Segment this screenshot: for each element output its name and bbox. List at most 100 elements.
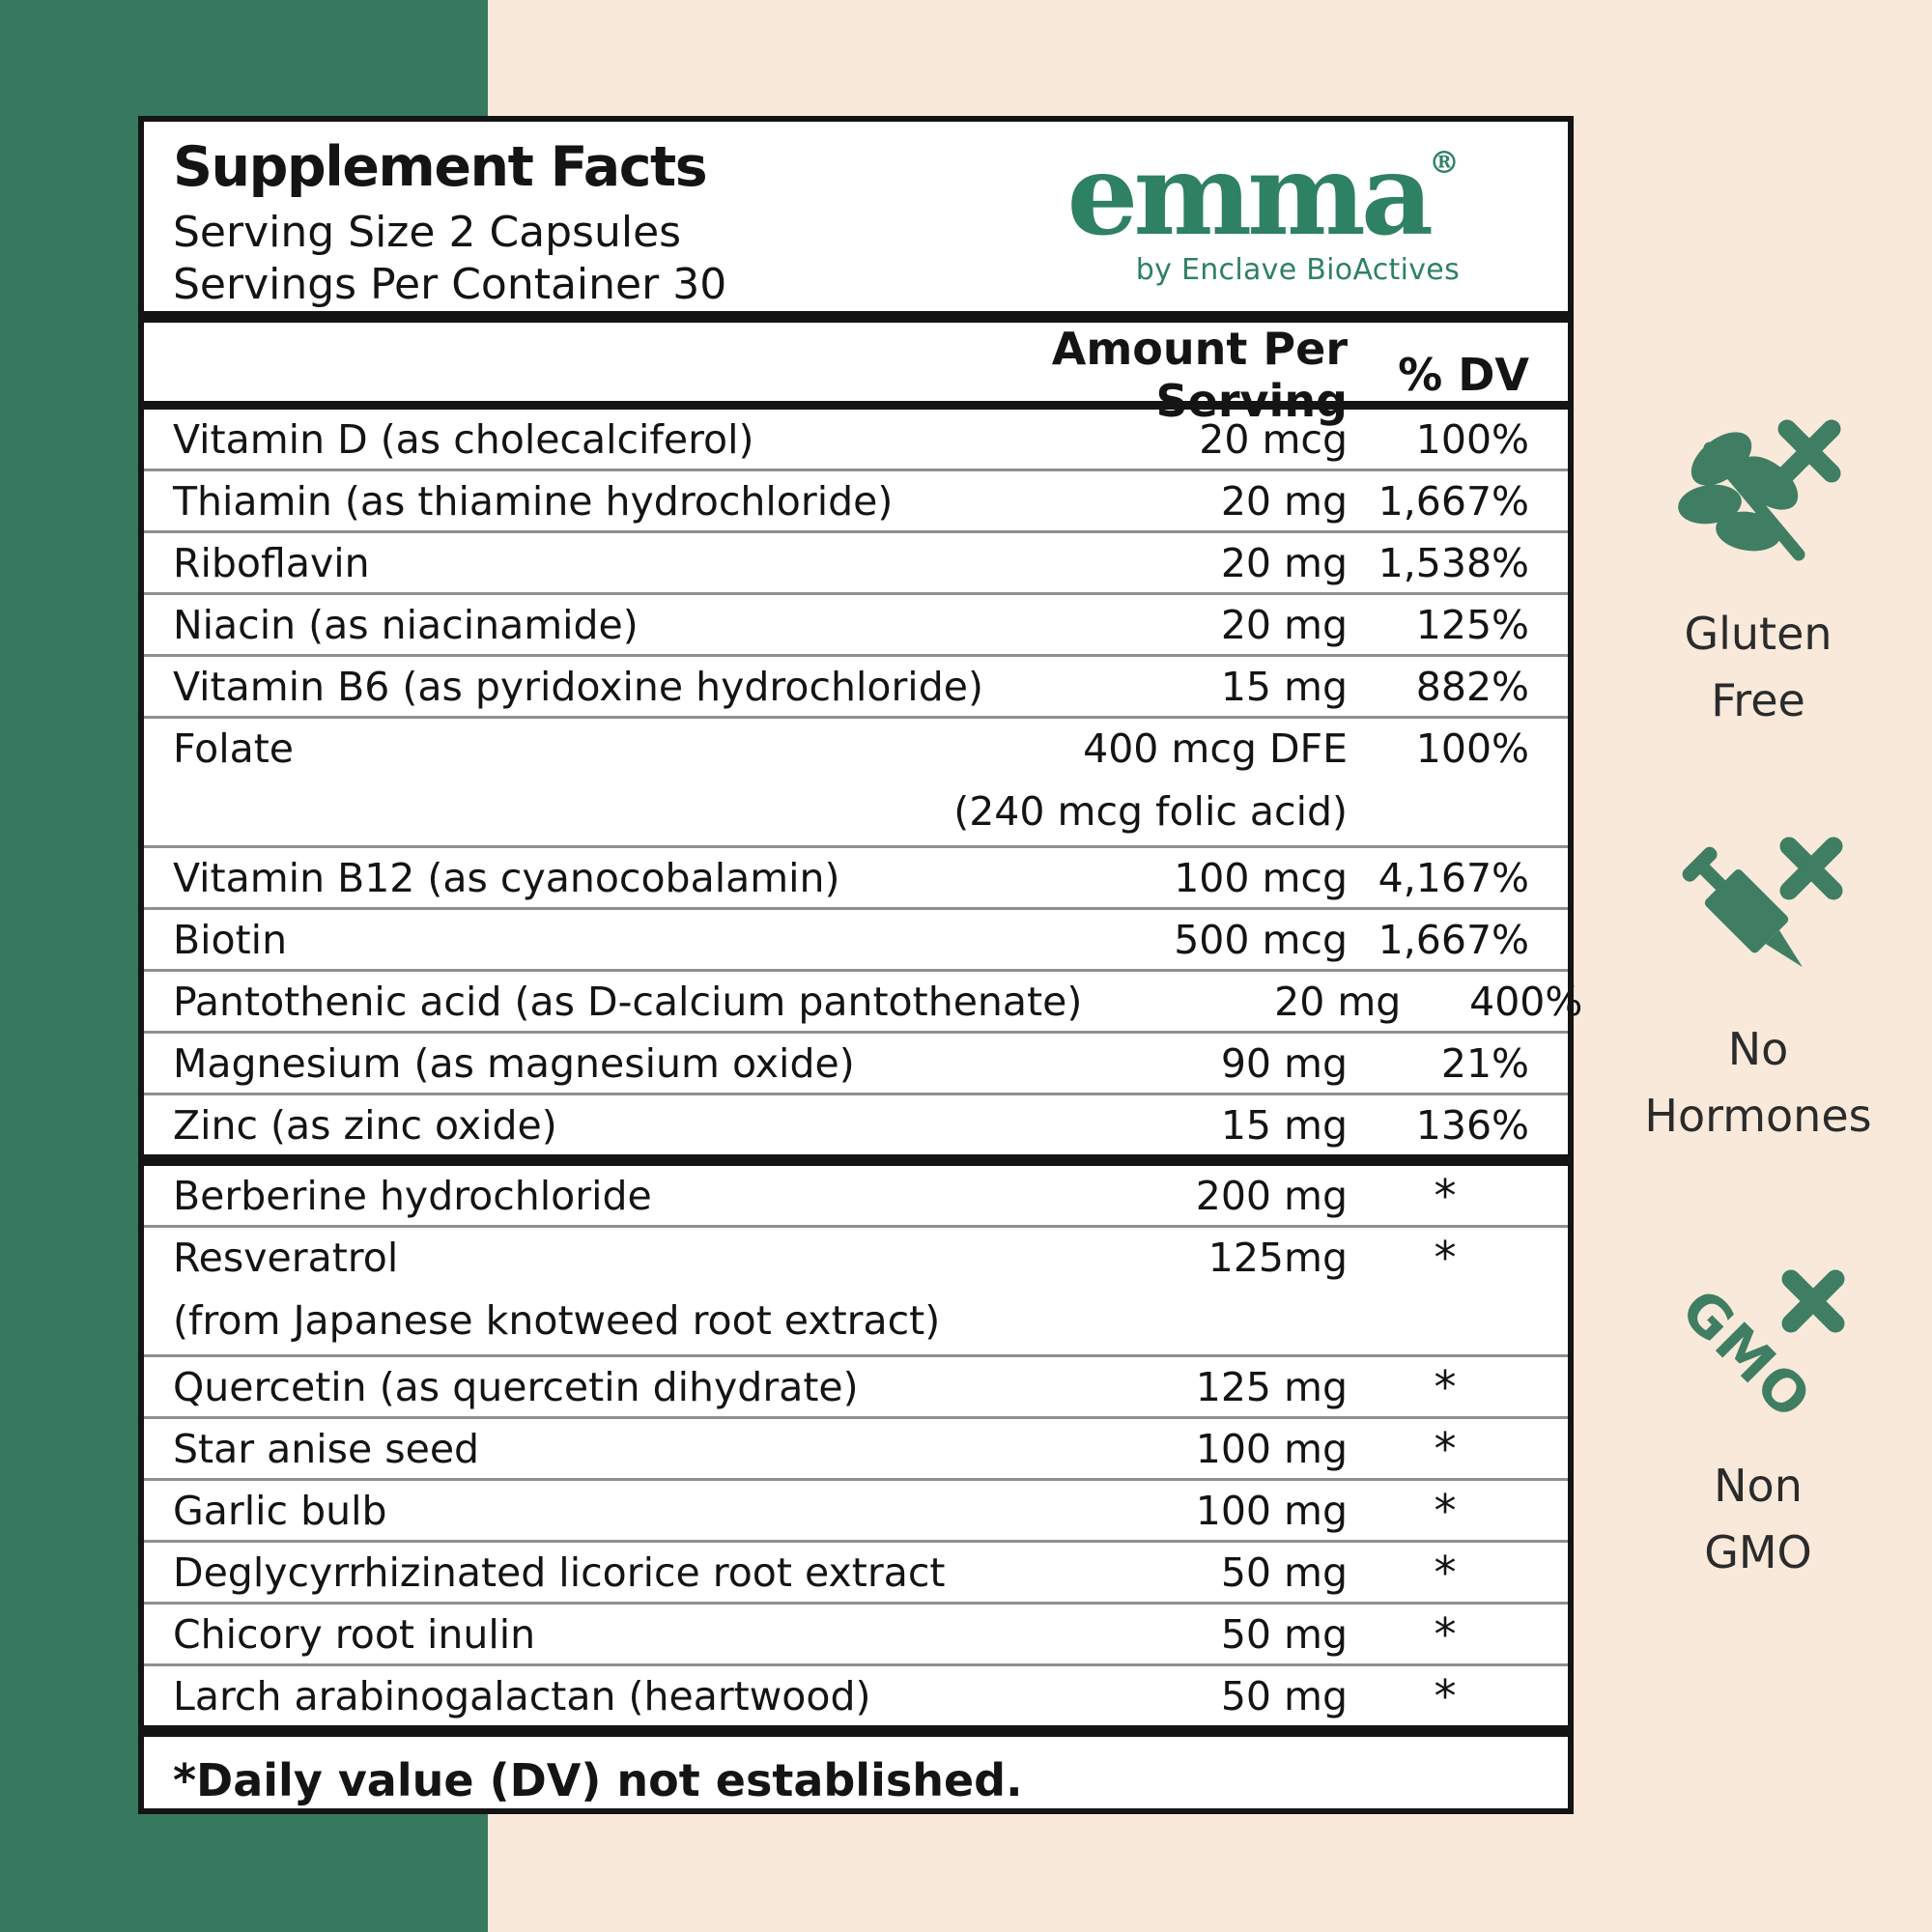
section-divider-rule: [144, 1154, 1568, 1166]
ingredient-amount: 20 mcg: [1199, 415, 1348, 463]
gluten-free-label: Gluten Free: [1684, 608, 1833, 726]
row-separator: [144, 1354, 1568, 1357]
ingredient-amount: 100 mcg: [1174, 854, 1348, 901]
ingredient-amount: 500 mcg: [1174, 916, 1348, 963]
table-row: Larch arabinogalactan (heartwood) 50 mg *: [144, 1666, 1568, 1725]
table-row: Chicory root inulin 50 mg *: [144, 1605, 1568, 1663]
botanicals-section: Berberine hydrochloride 200 mg * Resveratro…: [144, 1166, 1568, 1725]
ingredient-name: Vitamin B6 (as pyridoxine hydrochloride): [173, 663, 983, 710]
ingredient-name: Larch arabinogalactan (heartwood): [173, 1672, 871, 1719]
ingredient-amount: 20 mg: [1220, 539, 1348, 586]
ingredient-amount: 100 mg: [1195, 1487, 1348, 1534]
table-row: Vitamin B12 (as cyanocobalamin) 100 mcg 4,…: [144, 848, 1568, 907]
ingredient-name: Star anise seed: [173, 1425, 480, 1472]
gluten-free-icon: [1678, 419, 1841, 561]
ingredient-name: Biotin: [173, 916, 288, 963]
x-icon: [1777, 419, 1841, 483]
table-row: Riboflavin 20 mg 1,538%: [144, 533, 1568, 592]
ingredient-dv: 21%: [1440, 1039, 1529, 1087]
ingredient-name: Vitamin B12 (as cyanocobalamin): [173, 854, 840, 901]
ingredient-name: Quercetin (as quercetin dihydrate): [173, 1363, 859, 1410]
ingredient-dv: *: [1434, 1422, 1457, 1475]
ingredient-name: Zinc (as zinc oxide): [173, 1101, 557, 1149]
ingredient-dv: *: [1434, 1360, 1457, 1413]
ingredient-name: Magnesium (as magnesium oxide): [173, 1039, 855, 1087]
ingredient-name: Riboflavin: [173, 539, 370, 586]
ingredient-dv: 1,667%: [1378, 477, 1529, 525]
row-separator: [144, 592, 1568, 595]
table-row: Folate 400 mcg DFE 100% (240 mcg folic acid…: [144, 719, 1568, 845]
non-gmo-badge: GMO Non GMO: [1592, 1265, 1924, 1586]
ingredient-amount: 200 mg: [1195, 1172, 1348, 1219]
ingredient-dv: 125%: [1415, 601, 1529, 648]
daily-value-footnote: *Daily value (DV) not established.: [173, 1754, 1023, 1806]
non-gmo-icon: GMO: [1671, 1269, 1845, 1433]
row-separator: [144, 1225, 1568, 1228]
row-separator: [144, 969, 1568, 972]
row-separator: [144, 1478, 1568, 1481]
emma-logo-wordmark: emma®: [1066, 129, 1460, 261]
x-icon: [1779, 837, 1843, 900]
ingredient-amount: 50 mg: [1220, 1672, 1348, 1719]
ingredient-dv: *: [1434, 1169, 1457, 1222]
ingredient-name: Chicory root inulin: [173, 1610, 536, 1658]
ingredient-amount: 20 mg: [1274, 978, 1402, 1025]
x-icon: [1781, 1269, 1845, 1333]
no-hormones-label: No Hormones: [1644, 1023, 1872, 1142]
ingredient-name: Folate: [173, 724, 295, 772]
ingredient-name: Berberine hydrochloride: [173, 1172, 652, 1219]
ingredient-amount: 20 mg: [1220, 601, 1348, 648]
table-row: Zinc (as zinc oxide) 15 mg 136%: [144, 1095, 1568, 1154]
non-gmo-label: Non GMO: [1704, 1460, 1812, 1578]
table-row: Quercetin (as quercetin dihydrate) 125 mg…: [144, 1357, 1568, 1416]
column-header-divider-rule: [144, 401, 1568, 410]
no-hormones-icon: [1682, 837, 1843, 968]
ingredient-amount: 90 mg: [1220, 1039, 1348, 1087]
ingredient-dv: 4,167%: [1378, 854, 1529, 901]
row-separator: [144, 1416, 1568, 1419]
table-row: Niacin (as niacinamide) 20 mg 125%: [144, 595, 1568, 654]
table-row: Thiamin (as thiamine hydrochloride) 20 mg…: [144, 471, 1568, 530]
table-row: Vitamin B6 (as pyridoxine hydrochloride)…: [144, 657, 1568, 716]
column-header-row: Amount Per Serving % DV: [144, 323, 1568, 427]
ingredient-dv: 136%: [1415, 1101, 1529, 1149]
row-separator: [144, 654, 1568, 657]
table-row: Vitamin D (as cholecalciferol) 20 mcg 100%: [144, 410, 1568, 469]
ingredient-dv: *: [1434, 1484, 1457, 1537]
row-separator: [144, 1093, 1568, 1095]
ingredient-name: Vitamin D (as cholecalciferol): [173, 415, 754, 463]
table-row: Star anise seed 100 mg *: [144, 1419, 1568, 1478]
table-row: Resveratrol 125mg * (from Japanese knotweed…: [144, 1228, 1568, 1354]
ingredient-dv: 100%: [1415, 724, 1529, 772]
row-separator: [144, 1663, 1568, 1666]
ingredient-name: Resveratrol: [173, 1234, 399, 1281]
ingredient-dv: *: [1434, 1669, 1457, 1722]
ingredient-dv: 1,538%: [1378, 539, 1529, 586]
ingredient-amount: 15 mg: [1220, 663, 1348, 710]
registered-trademark-icon: ®: [1429, 144, 1460, 181]
ingredient-dv: *: [1434, 1607, 1457, 1661]
percent-dv-header: % DV: [1398, 349, 1529, 401]
table-row: Garlic bulb 100 mg *: [144, 1481, 1568, 1540]
row-separator: [144, 845, 1568, 848]
ingredient-dv: 400%: [1469, 978, 1583, 1025]
emma-logo-byline: by Enclave BioActives: [1135, 253, 1460, 287]
ingredient-name: Thiamin (as thiamine hydrochloride): [173, 477, 894, 525]
ingredient-dv: 1,667%: [1378, 916, 1529, 963]
serving-size-line: Serving Size 2 Capsules: [173, 207, 682, 257]
table-row: Magnesium (as magnesium oxide) 90 mg 21%: [144, 1034, 1568, 1093]
row-separator: [144, 907, 1568, 910]
table-row: Pantothenic acid (as D-calcium pantothen…: [144, 972, 1582, 1031]
row-separator: [144, 1602, 1568, 1605]
gluten-free-badge: Gluten Free: [1592, 413, 1924, 734]
row-separator: [144, 469, 1568, 471]
ingredient-name: Deglycyrrhizinated licorice root extract: [173, 1548, 946, 1596]
ingredient-dv: *: [1434, 1546, 1457, 1599]
ingredient-amount: 125 mg: [1195, 1363, 1348, 1410]
table-row: Biotin 500 mcg 1,667%: [144, 910, 1568, 969]
supplement-facts-panel: Supplement Facts Serving Size 2 Capsules…: [138, 116, 1582, 1814]
ingredient-amount: 50 mg: [1220, 1610, 1348, 1658]
panel-header: Supplement Facts Serving Size 2 Capsules…: [144, 122, 1568, 311]
row-separator: [144, 716, 1568, 719]
